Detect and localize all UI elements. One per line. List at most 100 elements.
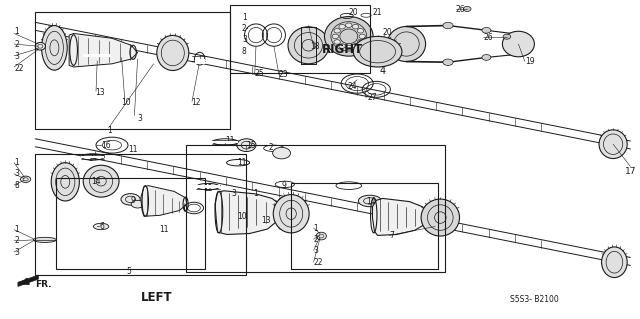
- Ellipse shape: [443, 22, 453, 29]
- Ellipse shape: [502, 31, 534, 57]
- Text: 10: 10: [237, 212, 246, 221]
- Text: 1: 1: [14, 27, 19, 36]
- Ellipse shape: [157, 35, 189, 70]
- Bar: [195, 59, 205, 64]
- Text: 2: 2: [14, 236, 19, 245]
- Text: 12: 12: [191, 98, 200, 107]
- Text: 26: 26: [483, 33, 493, 42]
- Bar: [83, 54, 111, 57]
- Ellipse shape: [352, 44, 358, 48]
- Bar: [196, 185, 220, 188]
- Text: 18: 18: [310, 42, 320, 51]
- Ellipse shape: [334, 40, 340, 44]
- Bar: [186, 145, 445, 272]
- Text: 13: 13: [261, 216, 271, 225]
- Text: 2: 2: [14, 40, 19, 48]
- Text: 3: 3: [138, 114, 143, 122]
- Ellipse shape: [443, 59, 453, 65]
- Text: 7: 7: [389, 231, 394, 240]
- Text: 19: 19: [525, 57, 534, 66]
- Ellipse shape: [346, 45, 352, 50]
- Text: 2: 2: [269, 143, 273, 152]
- Ellipse shape: [273, 195, 309, 233]
- Text: 1: 1: [108, 126, 112, 135]
- Text: 1: 1: [242, 13, 246, 22]
- Text: 22: 22: [14, 64, 24, 73]
- Text: 3: 3: [232, 189, 237, 198]
- Ellipse shape: [339, 44, 346, 48]
- Ellipse shape: [332, 34, 339, 39]
- Ellipse shape: [358, 195, 381, 207]
- Ellipse shape: [339, 25, 346, 29]
- Ellipse shape: [353, 36, 402, 67]
- Text: 20: 20: [383, 28, 392, 37]
- Text: 8: 8: [14, 181, 19, 189]
- Text: 14: 14: [366, 197, 376, 206]
- Text: 2: 2: [314, 235, 318, 244]
- Text: 3: 3: [242, 35, 247, 44]
- Ellipse shape: [324, 17, 373, 56]
- Polygon shape: [215, 191, 280, 234]
- Polygon shape: [18, 275, 38, 286]
- Text: 21: 21: [372, 8, 382, 17]
- Ellipse shape: [482, 27, 491, 33]
- Ellipse shape: [334, 29, 340, 33]
- Ellipse shape: [20, 176, 31, 182]
- Bar: [291, 183, 438, 269]
- Text: 2: 2: [88, 154, 93, 163]
- Bar: [56, 178, 205, 269]
- Text: 4: 4: [380, 66, 386, 76]
- Text: 24: 24: [348, 82, 357, 91]
- Text: 10: 10: [122, 98, 131, 107]
- Text: RIGHT: RIGHT: [322, 43, 363, 56]
- Text: 1: 1: [14, 225, 19, 234]
- Text: 8: 8: [242, 47, 246, 56]
- Ellipse shape: [83, 165, 119, 197]
- Polygon shape: [69, 33, 138, 67]
- Text: 15: 15: [246, 141, 256, 150]
- Text: 11: 11: [128, 145, 138, 154]
- Text: 12: 12: [204, 184, 213, 193]
- Text: 3: 3: [14, 52, 19, 61]
- Ellipse shape: [93, 223, 109, 230]
- Polygon shape: [141, 186, 187, 216]
- Text: LEFT: LEFT: [141, 291, 173, 304]
- Text: 3: 3: [314, 246, 319, 255]
- Ellipse shape: [346, 23, 352, 27]
- Text: 3: 3: [14, 169, 19, 178]
- Text: 1: 1: [253, 189, 257, 198]
- Ellipse shape: [357, 29, 364, 33]
- Text: 14: 14: [91, 177, 100, 186]
- Ellipse shape: [51, 163, 79, 201]
- Text: 20: 20: [349, 8, 358, 17]
- Ellipse shape: [503, 34, 511, 39]
- Polygon shape: [372, 198, 428, 235]
- Bar: [81, 156, 104, 158]
- Ellipse shape: [288, 27, 329, 64]
- Text: 25: 25: [255, 69, 264, 78]
- Ellipse shape: [357, 40, 364, 44]
- Ellipse shape: [599, 130, 627, 159]
- Ellipse shape: [482, 55, 491, 60]
- Bar: [230, 5, 370, 73]
- Ellipse shape: [602, 247, 627, 278]
- Ellipse shape: [273, 147, 291, 159]
- Text: FR.: FR.: [35, 280, 52, 289]
- Text: 16: 16: [101, 141, 111, 150]
- Bar: [35, 154, 246, 275]
- Text: 22: 22: [314, 258, 323, 267]
- Bar: [212, 141, 238, 143]
- Ellipse shape: [121, 194, 140, 205]
- Ellipse shape: [33, 237, 56, 242]
- Text: 9: 9: [282, 181, 287, 189]
- Text: 6: 6: [99, 222, 104, 231]
- Text: 1: 1: [314, 224, 318, 233]
- Text: 2-: 2-: [242, 24, 250, 33]
- Ellipse shape: [463, 6, 471, 11]
- Ellipse shape: [352, 25, 358, 29]
- Ellipse shape: [42, 26, 67, 70]
- Ellipse shape: [35, 42, 45, 50]
- Text: 11: 11: [237, 158, 246, 167]
- Text: 11: 11: [225, 137, 235, 145]
- Text: 9: 9: [131, 197, 136, 205]
